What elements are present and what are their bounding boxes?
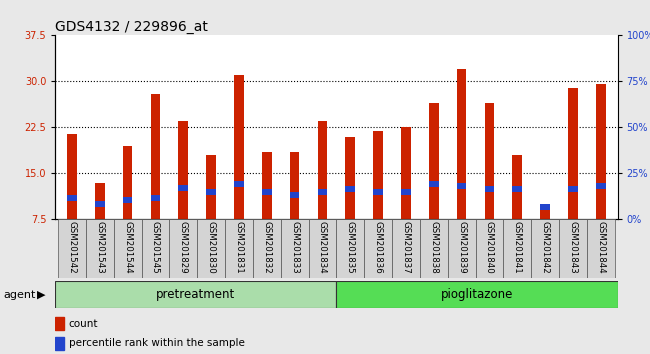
Bar xyxy=(151,94,161,219)
Bar xyxy=(512,186,522,192)
Bar xyxy=(401,127,411,219)
Text: GSM201833: GSM201833 xyxy=(290,221,299,274)
Bar xyxy=(290,192,300,198)
Bar xyxy=(457,183,467,189)
Bar xyxy=(485,103,495,219)
Bar xyxy=(142,219,170,278)
Text: GSM201837: GSM201837 xyxy=(402,221,410,274)
Bar xyxy=(123,197,133,203)
Bar xyxy=(178,121,188,219)
Bar xyxy=(337,219,364,278)
Bar xyxy=(262,152,272,219)
Text: pioglitazone: pioglitazone xyxy=(441,288,513,301)
Text: GSM201844: GSM201844 xyxy=(596,221,605,274)
Bar xyxy=(67,133,77,219)
Text: count: count xyxy=(69,319,98,329)
Bar xyxy=(337,281,618,308)
Text: GSM201545: GSM201545 xyxy=(151,221,160,274)
Bar xyxy=(281,219,309,278)
Bar xyxy=(234,75,244,219)
Text: GSM201834: GSM201834 xyxy=(318,221,327,274)
Bar xyxy=(568,186,578,192)
Bar xyxy=(503,219,531,278)
Bar xyxy=(420,219,448,278)
Bar xyxy=(596,183,606,189)
Bar xyxy=(531,219,559,278)
Bar xyxy=(318,121,328,219)
Bar xyxy=(178,184,188,191)
Bar xyxy=(309,219,337,278)
Text: GSM201832: GSM201832 xyxy=(263,221,271,274)
Bar xyxy=(262,189,272,195)
Text: GSM201841: GSM201841 xyxy=(513,221,522,274)
Bar xyxy=(540,204,550,210)
Bar xyxy=(67,195,77,201)
Bar xyxy=(345,137,355,219)
Text: GSM201840: GSM201840 xyxy=(485,221,494,274)
Text: agent: agent xyxy=(3,290,36,300)
Bar xyxy=(206,155,216,219)
Text: GSM201543: GSM201543 xyxy=(96,221,104,274)
Text: GSM201839: GSM201839 xyxy=(457,221,466,274)
Bar xyxy=(95,183,105,219)
Bar xyxy=(318,189,328,195)
Bar xyxy=(225,219,253,278)
Bar xyxy=(485,186,495,192)
Bar xyxy=(197,219,225,278)
Text: GSM201838: GSM201838 xyxy=(429,221,438,274)
Bar xyxy=(55,337,64,350)
Bar xyxy=(95,201,105,207)
Text: GSM201542: GSM201542 xyxy=(68,221,77,274)
Bar xyxy=(512,155,522,219)
Bar xyxy=(457,69,467,219)
Bar xyxy=(559,219,587,278)
Text: GSM201843: GSM201843 xyxy=(569,221,577,274)
Text: GSM201831: GSM201831 xyxy=(235,221,244,274)
Bar xyxy=(373,189,383,195)
Bar xyxy=(86,219,114,278)
Bar xyxy=(170,219,197,278)
Bar xyxy=(55,281,337,308)
Text: GSM201830: GSM201830 xyxy=(207,221,216,274)
Bar xyxy=(587,219,615,278)
Text: GDS4132 / 229896_at: GDS4132 / 229896_at xyxy=(55,21,208,34)
Bar xyxy=(540,204,550,219)
Bar xyxy=(114,219,142,278)
Bar xyxy=(429,103,439,219)
Text: percentile rank within the sample: percentile rank within the sample xyxy=(69,338,244,348)
Text: pretreatment: pretreatment xyxy=(156,288,235,301)
Text: GSM201544: GSM201544 xyxy=(123,221,132,274)
Text: ▶: ▶ xyxy=(37,290,46,300)
Bar xyxy=(234,181,244,187)
Bar xyxy=(290,152,300,219)
Bar xyxy=(151,195,161,201)
Text: GSM201829: GSM201829 xyxy=(179,221,188,274)
Bar xyxy=(429,181,439,187)
Text: GSM201836: GSM201836 xyxy=(374,221,383,274)
Bar xyxy=(596,85,606,219)
Bar xyxy=(206,189,216,195)
Bar xyxy=(373,131,383,219)
Bar xyxy=(345,186,355,192)
Bar xyxy=(58,219,86,278)
Bar xyxy=(568,87,578,219)
Bar xyxy=(55,318,64,330)
Bar xyxy=(123,146,133,219)
Text: GSM201835: GSM201835 xyxy=(346,221,355,274)
Bar xyxy=(448,219,476,278)
Bar xyxy=(392,219,420,278)
Bar xyxy=(364,219,392,278)
Text: GSM201842: GSM201842 xyxy=(541,221,550,274)
Bar xyxy=(476,219,503,278)
Bar xyxy=(253,219,281,278)
Bar xyxy=(401,189,411,195)
